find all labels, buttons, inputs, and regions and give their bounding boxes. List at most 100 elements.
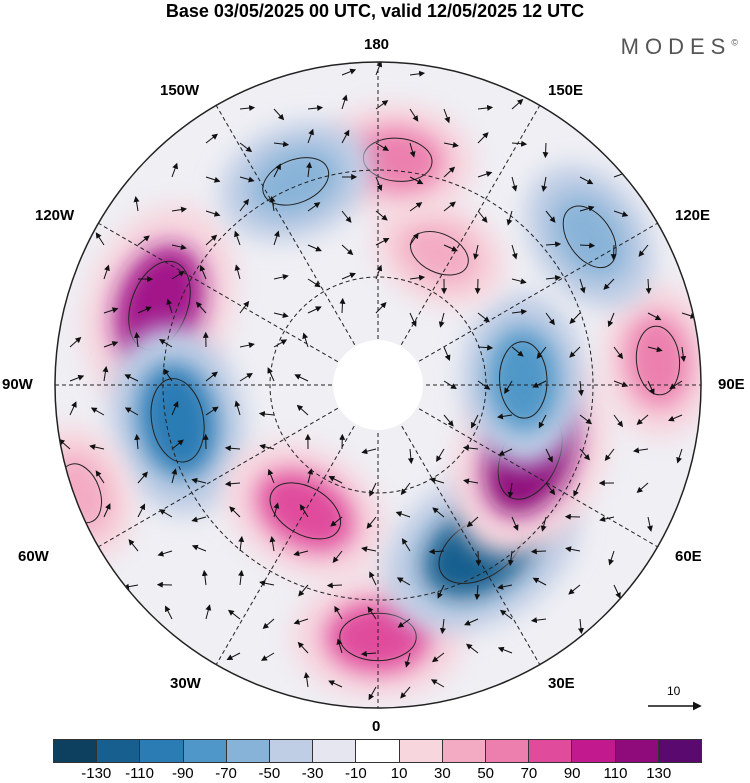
wind-arrow (504, 380, 513, 395)
wind-arrow (307, 105, 324, 111)
wind-arrow (545, 241, 562, 248)
wind-arrow (239, 372, 253, 382)
wind-arrow (205, 210, 221, 217)
wind-arrow (400, 482, 411, 496)
wind-arrow (69, 401, 77, 416)
wind-arrow (95, 470, 105, 484)
wind-arrow (234, 400, 241, 416)
wind-arrow (536, 346, 547, 359)
wind-arrow (438, 312, 445, 328)
wind-arrow (669, 380, 683, 390)
wind-arrow (224, 480, 241, 487)
wind-arrow (299, 504, 309, 518)
wind-arrow (542, 142, 549, 159)
colorbar-tick-label: -90 (171, 765, 194, 782)
wind-arrow (298, 584, 309, 597)
wind-arrow (499, 609, 513, 620)
wind-arrow (367, 606, 377, 620)
wind-arrow (95, 232, 105, 246)
wind-arrow (224, 445, 241, 452)
wind-arrow (443, 244, 458, 252)
wind-arrow (400, 686, 411, 699)
wind-arrow (477, 344, 494, 351)
wind-arrow (171, 439, 184, 450)
wind-arrow (667, 414, 683, 422)
wind-arrow (613, 210, 629, 217)
wind-arrow (680, 346, 687, 363)
wind-arrow (607, 312, 615, 328)
anomaly-layer (55, 103, 701, 699)
wind-arrow (475, 550, 482, 567)
vector-scale-label: 10 (667, 684, 681, 698)
wind-arrow (296, 404, 309, 416)
wind-arrow (166, 298, 173, 314)
wind-arrow (165, 605, 173, 620)
wind-arrow (171, 401, 179, 416)
wind-arrow (267, 367, 275, 382)
lon-label-30e: 30E (548, 675, 575, 692)
page-title: Base 03/05/2025 00 UTC, valid 12/05/2025… (165, 1, 585, 21)
lon-label-120e: 120E (675, 207, 711, 224)
colorbar-tick-label: 110 (603, 765, 628, 782)
wind-arrow (205, 133, 218, 144)
wind-arrow (569, 346, 581, 358)
wind-arrow (171, 206, 188, 213)
wind-arrow (306, 161, 313, 178)
wind-arrow (565, 546, 581, 553)
wind-arrow (330, 516, 343, 527)
wind-arrow (103, 503, 111, 518)
wind-arrow (579, 242, 596, 249)
wind-arrow (293, 550, 309, 557)
colorbar-cell (486, 740, 530, 762)
colorbar-cell (529, 740, 573, 762)
wind-arrow (375, 176, 383, 192)
lon-label-60e: 60E (675, 548, 702, 565)
wind-arrow (477, 312, 490, 323)
wind-arrow (409, 176, 424, 185)
wind-arrow (307, 306, 322, 314)
wind-arrow (443, 201, 456, 212)
wind-arrow (676, 448, 683, 464)
wind-arrow (334, 605, 343, 620)
wind-arrow (573, 482, 581, 497)
wind-arrow (511, 278, 527, 285)
wind-arrow (429, 477, 445, 484)
wind-arrow (647, 380, 655, 395)
map-border (54, 61, 702, 709)
lon-label-90w: 90W (2, 376, 33, 393)
wind-arrow (466, 516, 479, 528)
wind-arrow (511, 346, 524, 357)
wind-arrow (579, 176, 594, 185)
wind-arrow (205, 406, 219, 416)
brand-logo: MODES© (620, 34, 738, 59)
wind-arrow (307, 278, 321, 288)
lon-label-0: 0 (372, 718, 381, 735)
wind-arrow (532, 380, 547, 388)
wind-arrow (234, 230, 241, 246)
wind-arrow (267, 468, 275, 484)
wind-arrow (436, 448, 445, 462)
streamline-loop (635, 325, 681, 396)
wind-arrow (205, 371, 218, 382)
wind-arrow (569, 312, 581, 324)
wind-arrow (171, 244, 187, 250)
wind-arrow (568, 584, 581, 595)
wind-arrow (603, 278, 615, 290)
wind-arrow (69, 374, 85, 382)
wind-arrow (336, 638, 343, 654)
streamline-loop (562, 205, 617, 269)
wind-arrow (443, 141, 459, 148)
wind-arrow (273, 312, 289, 319)
colorbar-tick-label: -130 (81, 765, 112, 782)
wind-arrow (205, 176, 221, 183)
wind-arrow (307, 202, 321, 212)
wind-arrow (239, 342, 255, 349)
wind-vectors (58, 62, 697, 701)
wind-arrow (474, 584, 481, 601)
wind-arrow (341, 210, 352, 223)
wind-arrow (297, 641, 309, 654)
wind-arrow (90, 407, 105, 416)
wind-arrow (332, 550, 343, 563)
wind-arrow (409, 108, 419, 122)
